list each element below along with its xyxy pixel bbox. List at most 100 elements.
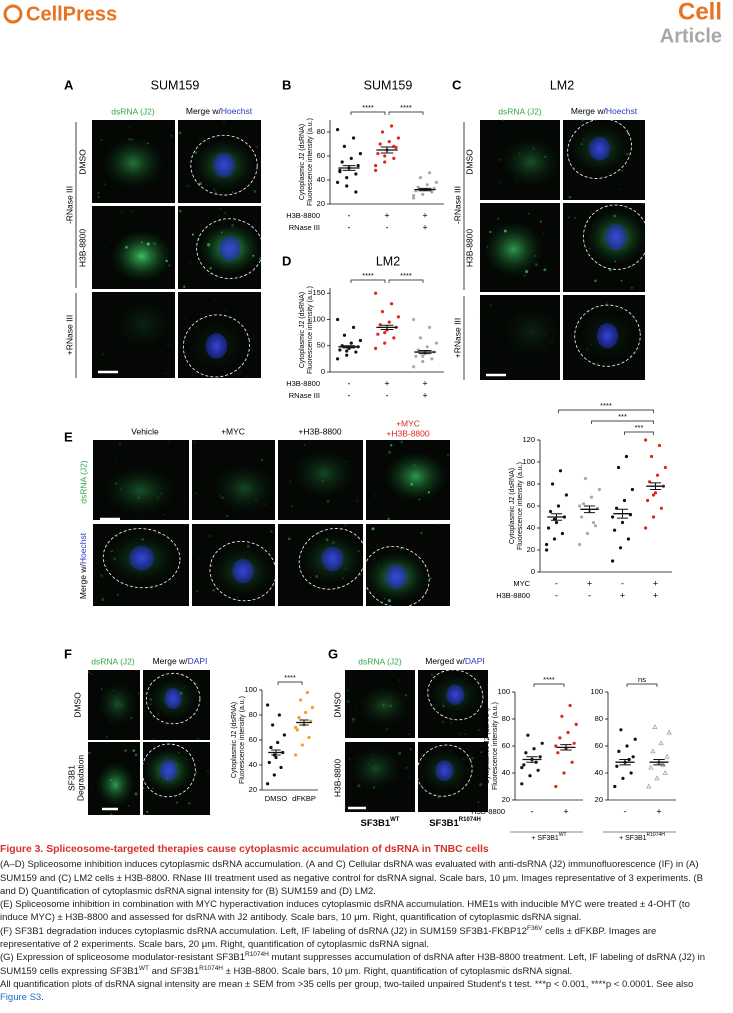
speckle	[110, 813, 113, 816]
data-point	[269, 745, 273, 750]
speckle	[515, 179, 517, 182]
speckle	[503, 284, 506, 287]
speckle	[638, 309, 641, 312]
y-axis-label: Cytoplasmic J2 (dsRNA)	[484, 708, 491, 784]
speckle	[135, 669, 138, 672]
speckle	[142, 787, 145, 789]
figure-link[interactable]: Figure S3	[0, 992, 42, 1004]
text: .	[41, 992, 44, 1004]
text: DAPI	[188, 656, 208, 666]
speckle	[103, 183, 106, 186]
sem-bar	[271, 749, 281, 756]
caption-paragraph: (E) Spliceosome inhibition in combinatio…	[0, 898, 712, 925]
sem-bar	[418, 187, 432, 192]
row-mark: -	[348, 210, 351, 220]
sig-bracket	[350, 111, 386, 115]
data-point	[396, 136, 400, 140]
speckle	[322, 480, 324, 482]
micrograph	[92, 120, 175, 203]
speckle	[105, 585, 107, 587]
speckle	[191, 233, 194, 236]
speckle	[430, 799, 433, 801]
speckle	[112, 689, 115, 692]
speckle	[146, 142, 149, 145]
speckle	[146, 242, 150, 246]
data-point	[560, 531, 565, 536]
data-point	[574, 722, 578, 727]
speckle	[387, 599, 391, 603]
speckle	[164, 372, 167, 375]
text: (F) SF3B1 degradation induces cytoplasmi…	[0, 925, 527, 937]
sem-bar	[418, 349, 432, 355]
data-point	[396, 315, 400, 319]
data-point	[659, 506, 664, 510]
data-point	[418, 176, 423, 180]
column-headers: dsRNA (J2) Merge w/Hoechst dsRNA (J2) Me…	[91, 106, 637, 828]
data-point	[611, 515, 615, 519]
y-axis-label: Fluorescence intensity (a.u.)	[492, 702, 499, 790]
speckle	[308, 505, 311, 508]
col-header: Vehicle	[131, 426, 159, 436]
speckle	[480, 751, 483, 754]
speckle	[120, 210, 124, 214]
micrograph	[178, 120, 261, 203]
speckle	[132, 749, 135, 752]
speckle	[342, 492, 345, 495]
y-tick-label: 40	[527, 523, 535, 532]
data-point	[631, 755, 635, 759]
data-point	[374, 164, 378, 168]
data-point	[633, 737, 637, 741]
y-tick-label: 20	[595, 795, 603, 804]
col-header: Merge w/Hoechst	[186, 106, 253, 116]
speckle	[169, 199, 171, 202]
caption-title: Figure 3. Spliceosome-targeted therapies…	[0, 844, 489, 855]
data-point	[611, 559, 615, 563]
data-point	[345, 176, 349, 180]
data-point	[342, 333, 347, 337]
data-point	[593, 524, 598, 528]
speckle	[167, 687, 170, 689]
col-header: +H3B-8800	[386, 428, 430, 438]
speckle	[94, 765, 97, 767]
speckle	[477, 728, 481, 732]
speckle	[109, 693, 111, 696]
speckle	[377, 563, 380, 566]
speckle	[412, 776, 416, 779]
data-point	[558, 736, 562, 740]
micrograph	[92, 292, 176, 378]
speckle	[450, 750, 452, 752]
sig-bracket	[388, 111, 424, 115]
speckle	[204, 547, 206, 549]
data-point	[295, 728, 299, 732]
speckle	[471, 756, 475, 760]
speckle	[528, 212, 530, 215]
speckle	[478, 702, 480, 704]
data-point	[644, 438, 648, 442]
data-point	[427, 171, 432, 175]
speckle	[630, 286, 633, 289]
data-point	[560, 714, 564, 718]
col-header: dsRNA (J2)	[358, 656, 402, 666]
speckle	[451, 714, 454, 717]
speckle	[343, 460, 347, 464]
speckle	[401, 796, 403, 798]
speckle	[589, 211, 593, 214]
speckle	[100, 139, 103, 142]
speckle	[595, 361, 599, 365]
data-point	[526, 733, 530, 737]
text: R1074H	[459, 817, 481, 823]
speckle	[549, 261, 552, 264]
data-point	[536, 768, 540, 772]
cell-signal	[348, 746, 403, 792]
speckle	[346, 689, 350, 692]
speckle	[213, 297, 217, 301]
cell-outline	[583, 204, 650, 270]
data-point	[651, 515, 656, 519]
data-point	[380, 130, 385, 134]
panel-letter: B	[282, 77, 291, 92]
col-footer: SF3B1R1074H	[429, 817, 481, 829]
speckle	[497, 217, 500, 220]
speckle	[430, 673, 434, 677]
speckle	[153, 242, 157, 245]
text: SF3B1	[361, 818, 391, 829]
